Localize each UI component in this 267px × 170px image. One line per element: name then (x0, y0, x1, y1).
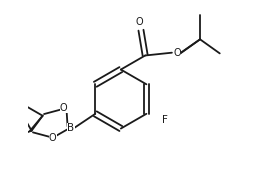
Text: O: O (173, 48, 181, 58)
Text: O: O (49, 133, 57, 143)
Text: O: O (60, 103, 68, 113)
Text: F: F (162, 115, 168, 125)
Text: O: O (136, 17, 143, 27)
Text: B: B (67, 123, 74, 133)
